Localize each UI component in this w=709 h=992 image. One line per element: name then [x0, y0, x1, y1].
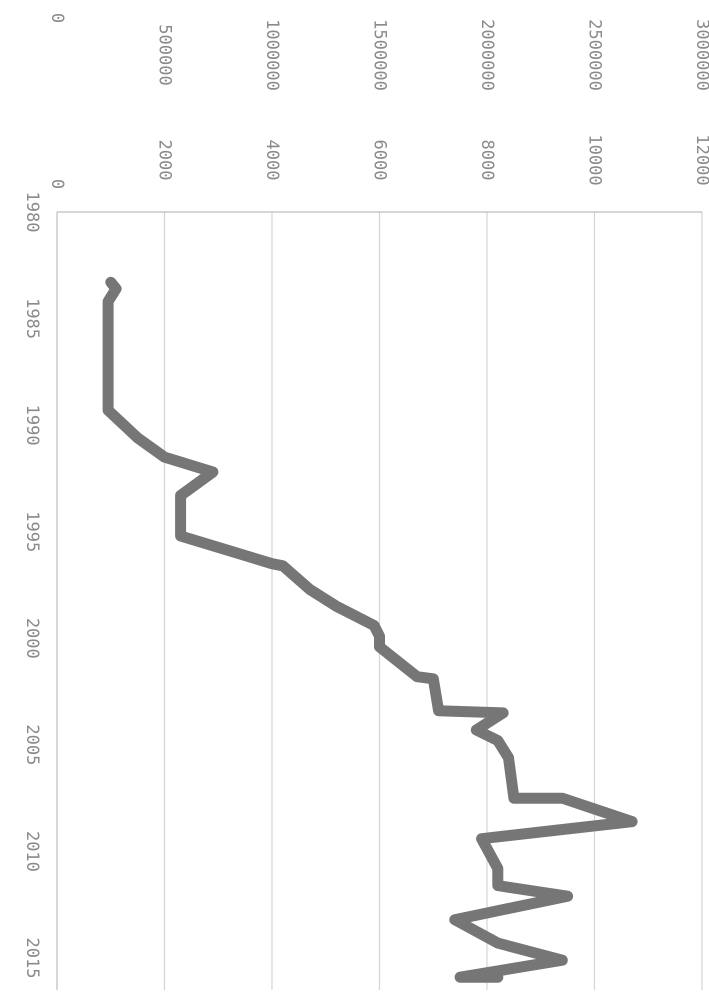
y-tick-outer-500000: 500000 [155, 24, 175, 85]
y-tick-inner-6000: 6000 [370, 140, 390, 181]
series-line-0 [102, 276, 638, 983]
grid-layer [163, 212, 703, 990]
x-tick-1995: 1995 [22, 511, 42, 552]
x-tick-2015: 2015 [22, 938, 42, 979]
y-tick-outer-3000000: 3000000 [692, 19, 709, 91]
y-tick-inner-0: 0 [47, 179, 67, 189]
y-tick-inner-2000: 2000 [155, 140, 175, 181]
y-tick-inner-12000: 12000 [692, 134, 709, 185]
series-layer [102, 276, 638, 983]
y-tick-inner-8000: 8000 [477, 140, 497, 181]
y-tick-outer-1500000: 1500000 [370, 19, 390, 91]
x-tick-1980: 1980 [22, 192, 42, 233]
axis-layer [56, 211, 702, 990]
tick-labels: 0 2000 4000 6000 8000 10000 12000 0 500000 100000… [22, 13, 709, 979]
x-tick-1990: 1990 [22, 405, 42, 446]
x-tick-2005: 2005 [22, 724, 42, 765]
y-tick-outer-1000000: 1000000 [262, 19, 282, 91]
y-tick-outer-2500000: 2500000 [585, 19, 605, 91]
x-tick-1985: 1985 [22, 298, 42, 339]
y-tick-inner-10000: 10000 [585, 134, 605, 185]
y-tick-outer-0: 0 [47, 13, 67, 23]
x-tick-2000: 2000 [22, 618, 42, 659]
y-tick-inner-4000: 4000 [262, 140, 282, 181]
y-tick-outer-2000000: 2000000 [477, 19, 497, 91]
x-tick-2010: 2010 [22, 831, 42, 872]
